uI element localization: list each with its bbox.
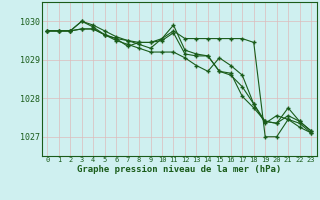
- X-axis label: Graphe pression niveau de la mer (hPa): Graphe pression niveau de la mer (hPa): [77, 165, 281, 174]
